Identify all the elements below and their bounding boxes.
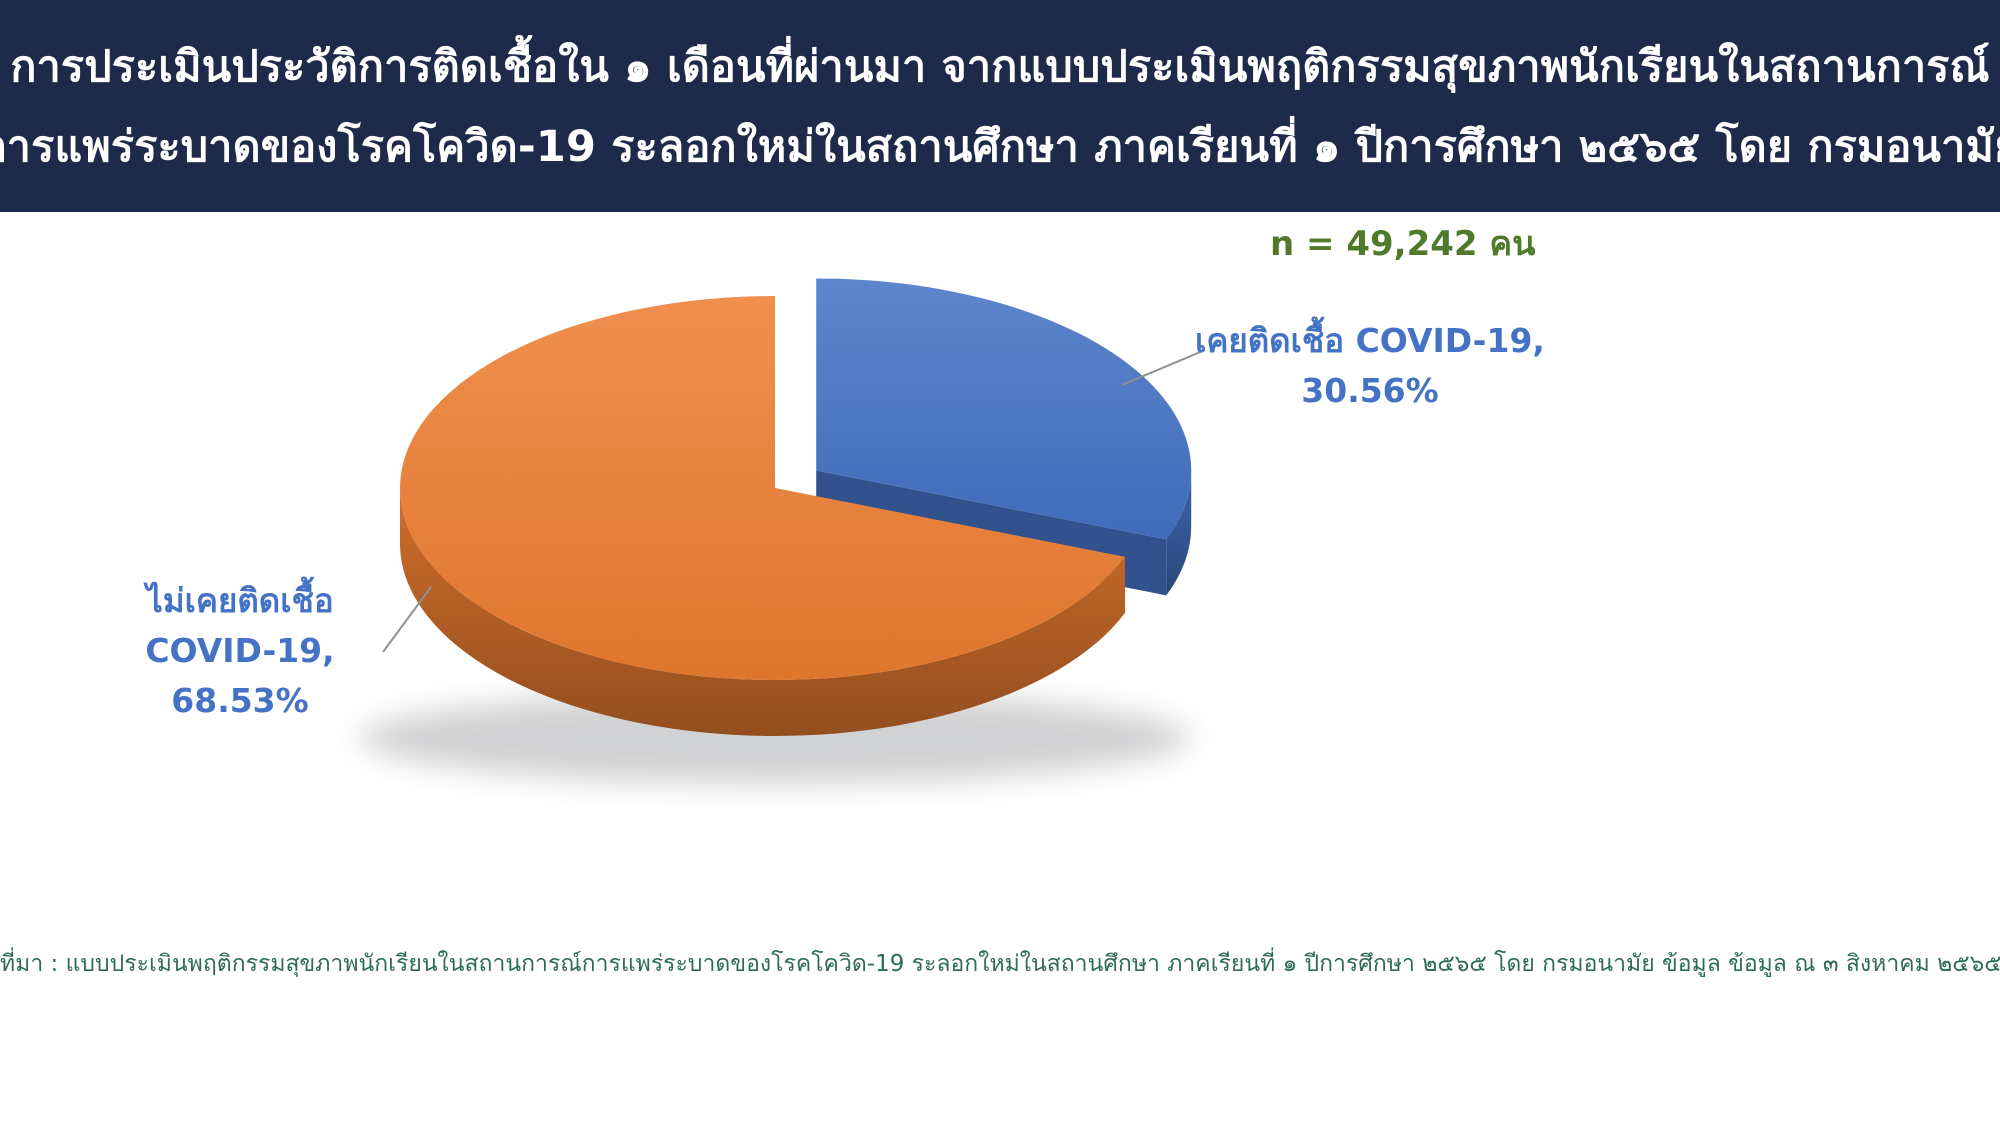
- slice-label-not-infected-value: COVID-19, 68.53%: [145, 631, 335, 720]
- slice-label-infected-line1: เคยติดเชื้อ COVID-19,: [1195, 321, 1545, 360]
- slice-label-infected: เคยติดเชื้อ COVID-19, 30.56%: [1160, 316, 1580, 416]
- slide-title-line2: การแพร่ระบาดของโรคโควิด-19 ระลอกใหม่ในสถ…: [0, 122, 2000, 172]
- source-note: ที่มา : แบบประเมินพฤติกรรมสุขภาพนักเรียน…: [0, 951, 2000, 977]
- sample-size-label: n = 49,242 คน: [1270, 224, 1536, 264]
- slice-label-not-infected-line1: ไม่เคยติดเชื้อ: [146, 581, 334, 620]
- slice-label-not-infected: ไม่เคยติดเชื้อ COVID-19, 68.53%: [85, 576, 395, 726]
- slide-title-line1: การประเมินประวัติการติดเชื้อใน ๑ เดือนที…: [10, 42, 1990, 92]
- title-banner: การประเมินประวัติการติดเชื้อใน ๑ เดือนที…: [0, 0, 2000, 212]
- slice-label-infected-value: 30.56%: [1301, 371, 1439, 410]
